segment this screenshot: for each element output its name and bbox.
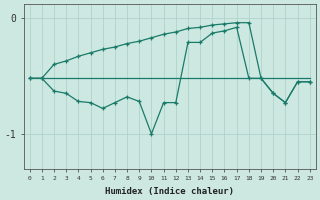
X-axis label: Humidex (Indice chaleur): Humidex (Indice chaleur) xyxy=(105,187,234,196)
